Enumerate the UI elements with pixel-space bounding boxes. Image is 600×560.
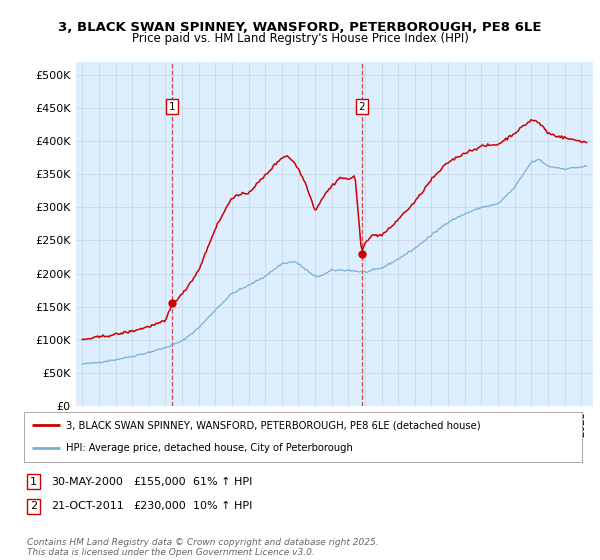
Text: 21-OCT-2011: 21-OCT-2011 bbox=[51, 501, 124, 511]
Text: 30-MAY-2000: 30-MAY-2000 bbox=[51, 477, 123, 487]
Text: £155,000: £155,000 bbox=[133, 477, 186, 487]
Text: 2: 2 bbox=[358, 101, 365, 111]
Text: Price paid vs. HM Land Registry's House Price Index (HPI): Price paid vs. HM Land Registry's House … bbox=[131, 32, 469, 45]
Text: HPI: Average price, detached house, City of Peterborough: HPI: Average price, detached house, City… bbox=[66, 444, 353, 454]
Text: 3, BLACK SWAN SPINNEY, WANSFORD, PETERBOROUGH, PE8 6LE (detached house): 3, BLACK SWAN SPINNEY, WANSFORD, PETERBO… bbox=[66, 420, 481, 430]
Text: 10% ↑ HPI: 10% ↑ HPI bbox=[193, 501, 253, 511]
Text: 3, BLACK SWAN SPINNEY, WANSFORD, PETERBOROUGH, PE8 6LE: 3, BLACK SWAN SPINNEY, WANSFORD, PETERBO… bbox=[58, 21, 542, 34]
Text: Contains HM Land Registry data © Crown copyright and database right 2025.
This d: Contains HM Land Registry data © Crown c… bbox=[27, 538, 379, 557]
Text: 61% ↑ HPI: 61% ↑ HPI bbox=[193, 477, 253, 487]
Text: 1: 1 bbox=[30, 477, 37, 487]
Text: 1: 1 bbox=[169, 101, 176, 111]
Text: 2: 2 bbox=[30, 501, 37, 511]
Text: £230,000: £230,000 bbox=[133, 501, 186, 511]
